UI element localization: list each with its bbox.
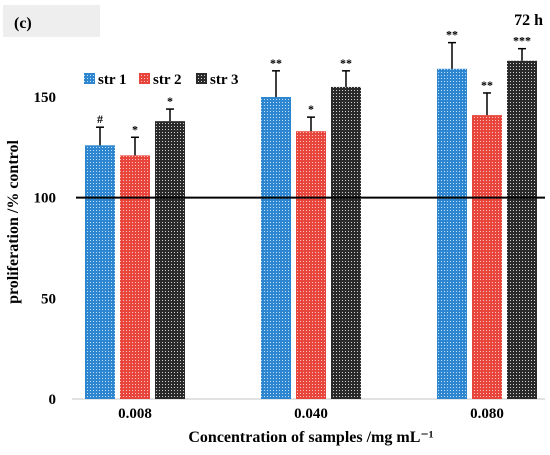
y-tick-label: 50 bbox=[41, 291, 56, 307]
bars-group: #************** bbox=[85, 28, 537, 400]
significance-label: * bbox=[167, 94, 173, 108]
legend-label: str 1 bbox=[98, 72, 126, 88]
panel-label-box bbox=[3, 5, 100, 37]
y-tick-label: 0 bbox=[49, 392, 57, 408]
ticks-group: 0 50 100 150 0.008 0.040 0.080 bbox=[34, 90, 504, 422]
bar bbox=[296, 131, 326, 399]
bar bbox=[85, 145, 115, 399]
significance-label: ** bbox=[446, 28, 458, 42]
bar bbox=[261, 97, 291, 399]
x-tick-label: 0.008 bbox=[118, 406, 152, 422]
bar bbox=[507, 60, 537, 399]
legend: str 1 str 2 str 3 bbox=[84, 72, 238, 88]
significance-label: ** bbox=[481, 78, 493, 92]
panel-label: (c) bbox=[14, 15, 32, 32]
legend-label: str 3 bbox=[210, 72, 238, 88]
x-axis-label: Concentration of samples /mg mL⁻¹ bbox=[188, 429, 433, 446]
bar bbox=[120, 155, 150, 399]
legend-label: str 2 bbox=[153, 72, 181, 88]
time-label: 72 h bbox=[514, 12, 543, 29]
significance-label: ** bbox=[270, 56, 282, 70]
significance-label: *** bbox=[513, 34, 531, 48]
bar bbox=[437, 68, 467, 400]
significance-label: ** bbox=[340, 56, 352, 70]
y-tick-label: 100 bbox=[34, 191, 57, 207]
significance-label: # bbox=[97, 112, 103, 126]
bar bbox=[155, 121, 185, 399]
significance-label: * bbox=[132, 122, 138, 136]
y-axis-label: proliferation /% control bbox=[5, 140, 22, 304]
x-tick-label: 0.080 bbox=[470, 406, 504, 422]
legend-swatch bbox=[84, 73, 95, 84]
y-tick-label: 150 bbox=[34, 90, 57, 106]
bar bbox=[472, 115, 502, 400]
significance-label: * bbox=[308, 102, 314, 116]
bar bbox=[331, 86, 361, 399]
legend-swatch bbox=[196, 73, 207, 84]
x-tick-label: 0.040 bbox=[294, 406, 328, 422]
legend-swatch bbox=[139, 73, 150, 84]
